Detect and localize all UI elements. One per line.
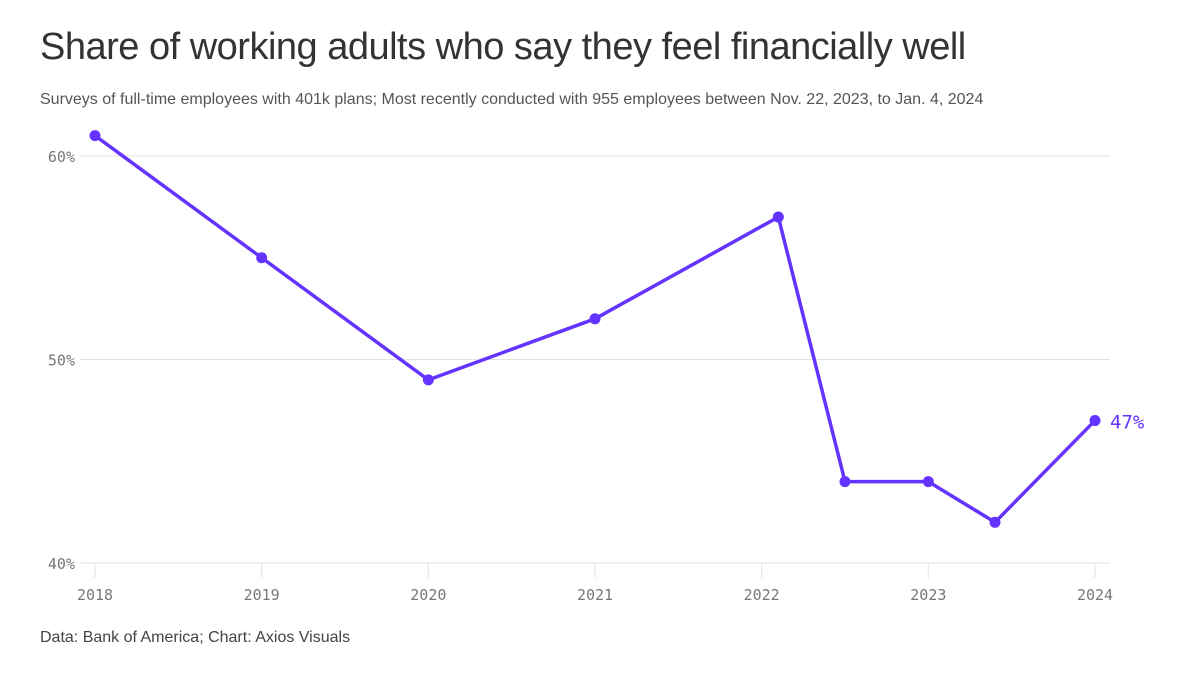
x-tick-label: 2020 <box>410 586 446 604</box>
data-point <box>1089 415 1101 427</box>
chart-source: Data: Bank of America; Chart: Axios Visu… <box>40 629 351 646</box>
x-tick-label: 2022 <box>744 586 780 604</box>
end-value-label: 47% <box>1110 412 1145 434</box>
data-point <box>839 476 851 488</box>
data-point <box>989 516 1001 528</box>
data-point <box>256 252 268 264</box>
data-point <box>89 130 101 142</box>
x-tick-label: 2021 <box>577 586 613 604</box>
chart-subtitle: Surveys of full-time employees with 401k… <box>40 91 984 108</box>
y-tick-label: 50% <box>48 352 75 370</box>
x-tick-label: 2023 <box>910 586 946 604</box>
y-tick-label: 40% <box>48 555 75 573</box>
x-tick-label: 2018 <box>77 586 113 604</box>
series-line <box>93 134 1097 525</box>
data-point <box>772 211 784 223</box>
y-tick-label: 60% <box>48 148 75 166</box>
data-point <box>589 313 601 325</box>
data-point <box>422 374 434 386</box>
x-tick-label: 2024 <box>1077 586 1113 604</box>
data-point <box>922 476 934 488</box>
chart-title: Share of working adults who say they fee… <box>40 26 966 68</box>
x-tick-label: 2019 <box>244 586 280 604</box>
